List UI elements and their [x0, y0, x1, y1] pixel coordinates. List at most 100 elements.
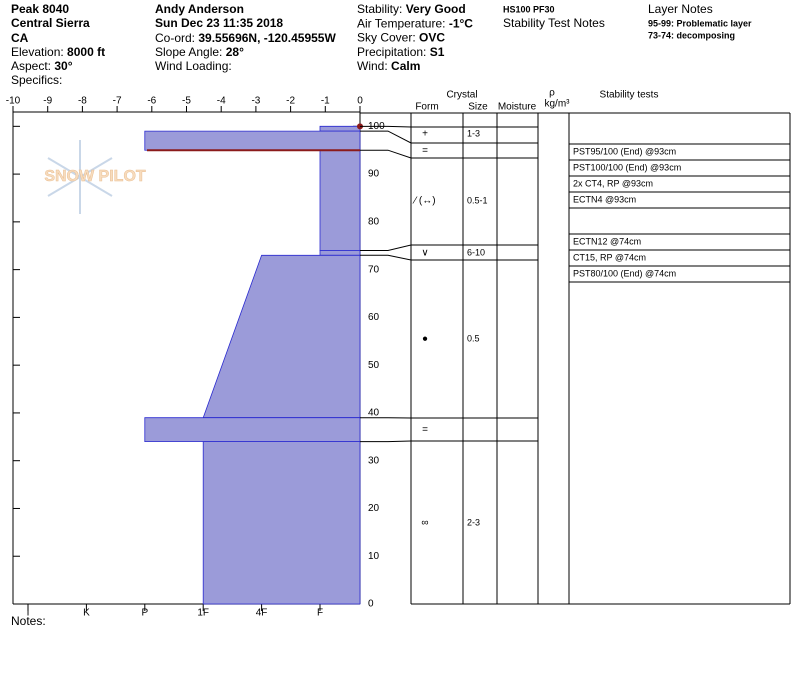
grain-size: 1-3: [467, 128, 480, 138]
y-tick-label: 90: [368, 169, 380, 180]
x-tick-label: -8: [78, 96, 87, 107]
coord: Co-ord: 39.55696N, -120.45955W: [155, 31, 336, 45]
table-frame: Crystal Form Size Moisture ρ kg/m³ Stabi…: [360, 88, 791, 605]
grain-size: 2-3: [467, 517, 480, 527]
y-tick-label: 10: [368, 551, 380, 562]
elevation: Elevation: 8000 ft: [11, 45, 105, 59]
label: Wind:: [357, 59, 388, 73]
x-tick-label: -3: [251, 96, 260, 107]
y-tick-label: 60: [368, 312, 380, 323]
snowflake: [47, 140, 113, 214]
stability-test: PST100/100 (End) @93cm: [573, 162, 681, 172]
date: Sun Dec 23 11:35 2018: [155, 16, 283, 30]
x-tick-label: -2: [286, 96, 295, 107]
hardness-label: F: [317, 608, 323, 619]
slope: Slope Angle: 28°: [155, 45, 244, 59]
layer: [144, 417, 361, 442]
x-tick-label: -6: [147, 96, 156, 107]
grain-form: =: [422, 146, 428, 157]
value: 30°: [54, 59, 72, 73]
observer: Andy Anderson: [155, 2, 244, 16]
density-symbol: ρ: [549, 88, 555, 99]
header: Peak 8040 Central Sierra CA Elevation: 8…: [11, 2, 752, 87]
label: Elevation:: [11, 45, 64, 59]
condition: Air Temperature: -1°C: [357, 16, 473, 30]
layer: [202, 441, 361, 605]
x-tick-label: -10: [6, 96, 21, 107]
notes: Notes:: [11, 614, 46, 628]
x-tick-label: -9: [43, 96, 52, 107]
stability-test: ECTN4 @93cm: [573, 194, 636, 204]
y-tick-label: 30: [368, 455, 380, 466]
value: 39.55696N, -120.45955W: [198, 31, 336, 45]
value: Calm: [391, 59, 420, 73]
grain-form: =: [422, 425, 428, 436]
grain-form: ●: [422, 334, 428, 345]
label: Co-ord:: [155, 31, 195, 45]
hardness-label: 4F: [256, 608, 268, 619]
label: Slope Angle:: [155, 45, 222, 59]
layer-note: 73-74: decomposing: [648, 30, 735, 40]
value: 8000 ft: [67, 45, 105, 59]
summary: HS100 PF30: [503, 4, 555, 14]
grain-form: ∞: [421, 518, 428, 529]
hardness-label: I: [27, 608, 30, 619]
y-tick-label: 50: [368, 360, 380, 371]
stability-test: ECTN12 @74cm: [573, 236, 641, 246]
x-tick-label: -7: [113, 96, 122, 107]
stability-test: PST80/100 (End) @74cm: [573, 268, 676, 278]
value: S1: [430, 45, 445, 59]
condition: Precipitation: S1: [357, 45, 445, 59]
grain-form: ∨: [421, 248, 428, 259]
layer: [319, 149, 361, 251]
site-state: CA: [11, 31, 29, 45]
density-unit: kg/m³: [545, 99, 571, 110]
aspect: Aspect: 30°: [11, 59, 73, 73]
y-tick-label: 0: [368, 599, 374, 610]
x-tick-label: 0: [357, 96, 363, 107]
boundary-connector: [360, 149, 538, 159]
stability-notes-title: Stability Test Notes: [503, 16, 605, 30]
stability-test: 2x CT4, RP @93cm: [573, 178, 653, 188]
y-tick-label: 20: [368, 503, 380, 514]
layer: [319, 125, 361, 132]
condition: Stability: Very Good: [357, 2, 466, 16]
boundary-connector: [360, 130, 538, 144]
column-header: Size: [468, 102, 488, 113]
hardness-label: P: [141, 608, 148, 619]
crystal-header: Crystal: [446, 90, 477, 101]
value: 28°: [226, 45, 244, 59]
y-tick-label: 40: [368, 408, 380, 419]
boundary-connector: [360, 125, 538, 128]
column-header: Form: [415, 102, 438, 113]
grain-size: 0.5-1: [467, 195, 488, 205]
layer-notes-title: Layer Notes: [648, 2, 713, 16]
label: Sky Cover:: [357, 31, 416, 45]
label: Stability:: [357, 2, 402, 16]
boundary-connector: [360, 244, 538, 252]
watermark: SNOW PILOT: [44, 140, 146, 214]
x-tick-label: -4: [217, 96, 226, 107]
label: Precipitation:: [357, 45, 426, 59]
watermark-text: SNOW PILOT: [44, 168, 146, 185]
y-tick-label: 80: [368, 217, 380, 228]
column-header: Moisture: [498, 102, 537, 113]
stability-test: CT15, RP @74cm: [573, 252, 646, 262]
value: OVC: [419, 31, 445, 45]
wind-loading: Wind Loading:: [155, 59, 232, 73]
boundary-connector: [360, 254, 538, 261]
stability-header: Stability tests: [600, 90, 659, 101]
site-name: Peak 8040: [11, 2, 69, 16]
x-tick-label: -5: [182, 96, 191, 107]
condition: Wind: Calm: [357, 59, 420, 73]
value: -1°C: [449, 16, 473, 30]
grain-size: 0.5: [467, 333, 480, 343]
site-range: Central Sierra: [11, 16, 90, 30]
boundary-connector: [360, 440, 538, 443]
layer: [202, 254, 361, 419]
hardness-label: 1F: [197, 608, 209, 619]
y-tick-label: 70: [368, 264, 380, 275]
condition: Sky Cover: OVC: [357, 31, 445, 45]
